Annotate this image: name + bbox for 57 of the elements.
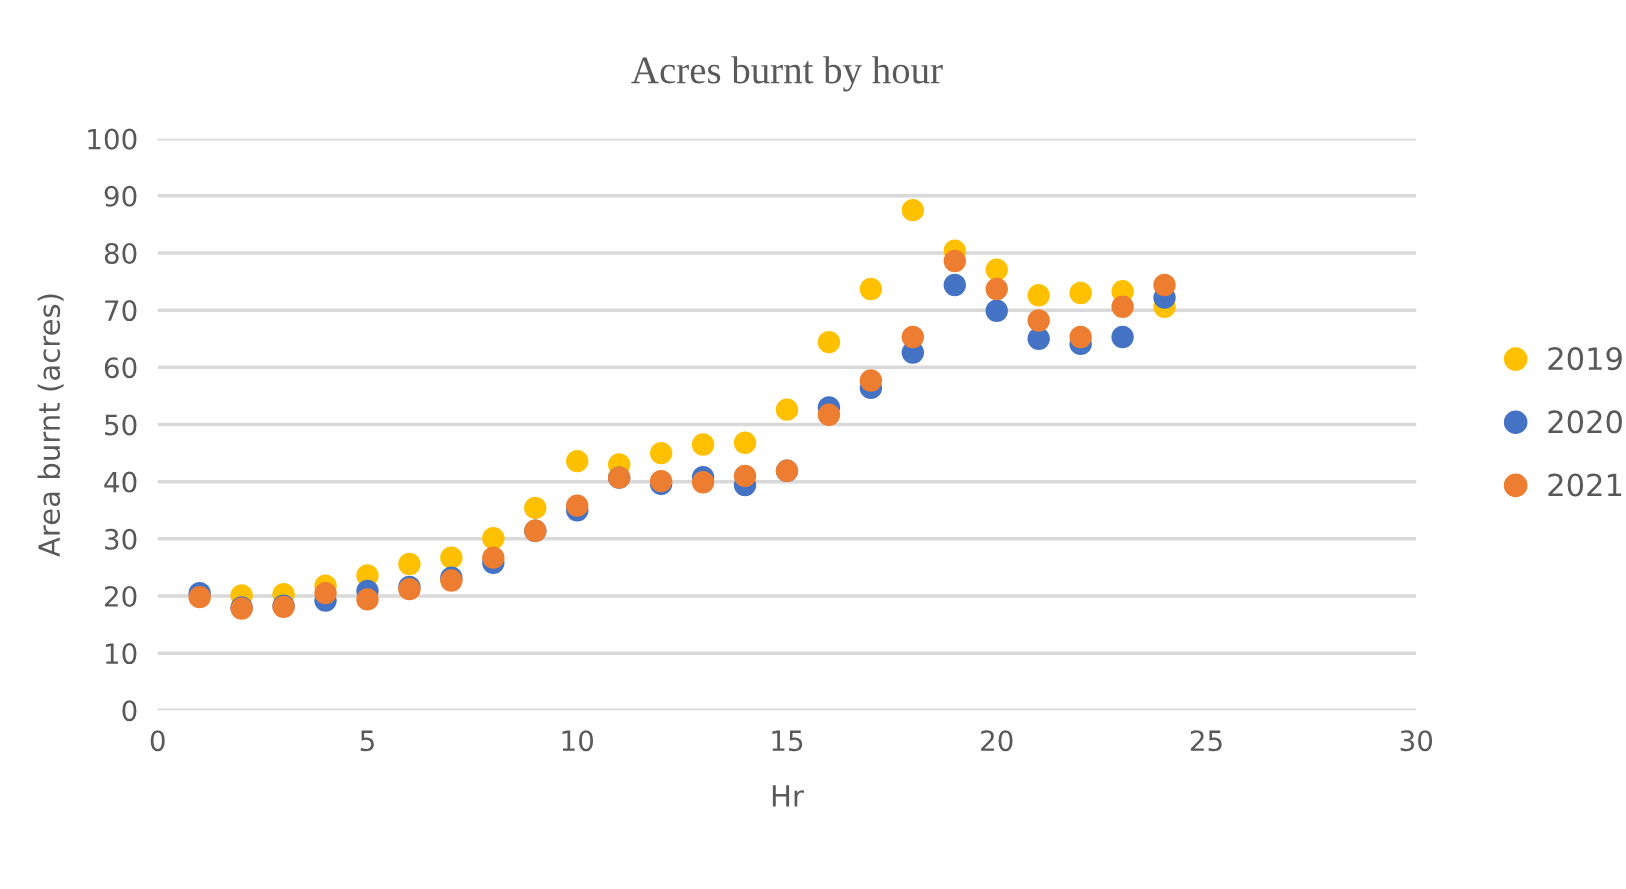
legend-label: 2019 [1548,347,1622,371]
point [691,433,715,456]
x-tick-label: 15 [772,730,803,752]
y-tick-label: 80 [104,242,137,264]
x-tick-label: 20 [981,730,1013,752]
point [775,398,799,421]
point [1153,273,1176,297]
point [1069,281,1092,305]
y-tick-label: 70 [105,300,137,322]
x-axis-title: Hr [772,785,804,807]
point [733,431,757,454]
y-axis-title: Area burnt (acres) [37,294,64,557]
x-tick-label: 0 [150,730,165,752]
y-tick-label: 90 [104,185,137,207]
point [1027,309,1050,332]
x-tick-label: 5 [360,730,374,752]
point [1027,284,1050,307]
y-tick-label: 30 [105,528,137,550]
point [440,546,463,569]
point [524,496,547,520]
x-tick-label: 30 [1400,730,1433,752]
y-tick-label: 10 [105,643,137,665]
point [398,552,421,576]
point [817,330,841,354]
point [566,449,589,473]
point [691,471,715,494]
y-tick-label: 100 [88,128,137,150]
chart-title: Acres burnt by hour [631,56,943,92]
point [943,249,966,273]
legend-label: 2020 [1548,410,1622,434]
point [733,464,757,488]
point [1111,295,1134,318]
point [901,198,925,222]
y-tick-label: 40 [104,471,137,493]
point [649,441,673,465]
point [985,258,1008,281]
point [985,299,1008,322]
point [356,588,379,611]
point [482,527,505,550]
point [566,494,589,517]
point [817,403,841,426]
y-tick-label: 60 [104,357,137,379]
point [314,581,337,605]
y-tick-label: 0 [122,700,137,722]
point [859,277,883,301]
y-tick-label: 20 [104,585,137,607]
point [1069,325,1092,349]
point [943,273,966,297]
x-tick-label: 25 [1190,730,1222,752]
point [901,325,925,349]
point [985,277,1008,301]
y-tick-label: 50 [105,414,137,436]
point [482,546,505,569]
legend-label: 2021 [1548,473,1622,497]
x-tick-label: 10 [562,730,594,752]
point [859,369,883,392]
point [1111,325,1134,349]
